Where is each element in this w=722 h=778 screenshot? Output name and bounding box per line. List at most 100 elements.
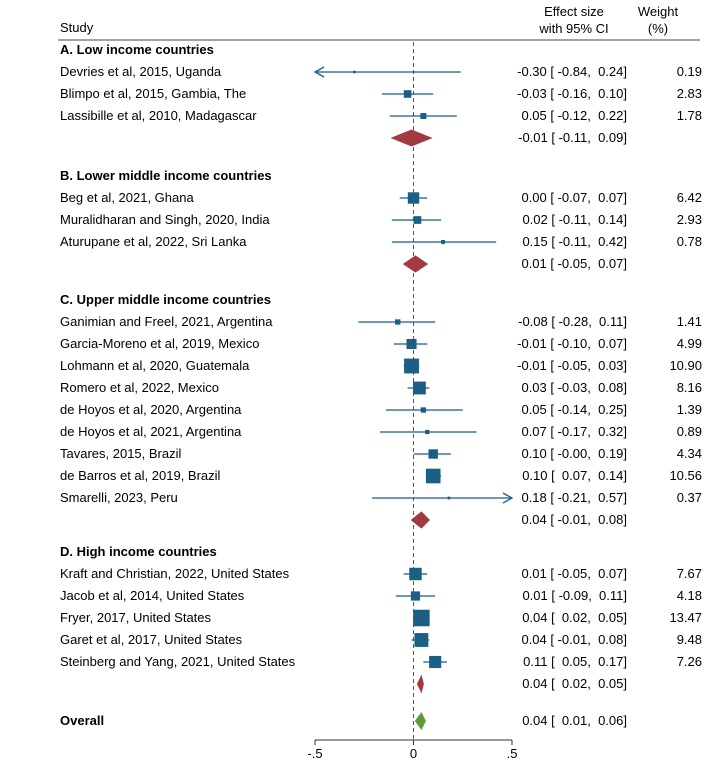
study-weight: 4.99 bbox=[677, 336, 702, 351]
study-name: Muralidharan and Singh, 2020, India bbox=[60, 212, 270, 227]
study-weight: 2.83 bbox=[677, 86, 702, 101]
study-effect-ci: 0.10 [ -0.00, 0.19] bbox=[521, 446, 627, 461]
study-effect-ci: 0.11 [ 0.05, 0.17] bbox=[523, 654, 627, 669]
study-weight: 8.16 bbox=[677, 380, 702, 395]
subgroup-pooled-ci: 0.04 [ -0.01, 0.08] bbox=[521, 512, 627, 527]
x-axis-tick-label: .5 bbox=[507, 746, 518, 761]
weight-header-line2: (%) bbox=[648, 21, 668, 36]
study-effect-marker bbox=[447, 496, 451, 500]
study-effect-ci: -0.08 [ -0.28, 0.11] bbox=[518, 314, 627, 329]
overall-pooled-ci: 0.04 [ 0.01, 0.06] bbox=[522, 713, 627, 728]
study-weight: 6.42 bbox=[677, 190, 702, 205]
group-label: D. High income countries bbox=[60, 544, 217, 559]
study-effect-marker bbox=[403, 90, 412, 98]
study-weight: 4.18 bbox=[677, 588, 702, 603]
study-name: Romero et al, 2022, Mexico bbox=[60, 380, 219, 395]
study-effect-marker bbox=[413, 216, 422, 224]
study-name: Devries et al, 2015, Uganda bbox=[60, 64, 222, 79]
study-weight: 1.78 bbox=[677, 108, 702, 123]
study-weight: 10.90 bbox=[669, 358, 702, 373]
study-effect-ci: 0.05 [ -0.14, 0.25] bbox=[521, 402, 627, 417]
study-name: de Hoyos et al, 2020, Argentina bbox=[60, 402, 242, 417]
study-ci-arrow-right bbox=[502, 492, 514, 504]
study-name: Aturupane et al, 2022, Sri Lanka bbox=[60, 234, 247, 249]
study-effect-marker bbox=[413, 609, 430, 627]
study-effect-ci: 0.04 [ -0.01, 0.08] bbox=[521, 632, 627, 647]
study-name: de Hoyos et al, 2021, Argentina bbox=[60, 424, 242, 439]
group-label: B. Lower middle income countries bbox=[60, 168, 272, 183]
study-effect-ci: 0.04 [ 0.02, 0.05] bbox=[522, 610, 627, 625]
study-effect-ci: -0.03 [ -0.16, 0.10] bbox=[517, 86, 627, 101]
overall-label: Overall bbox=[60, 713, 104, 728]
x-axis-tick-label: -.5 bbox=[307, 746, 322, 761]
study-weight: 0.78 bbox=[677, 234, 702, 249]
study-effect-ci: 0.05 [ -0.12, 0.22] bbox=[521, 108, 627, 123]
study-effect-marker bbox=[425, 468, 441, 484]
study-effect-marker bbox=[425, 429, 430, 435]
group-label: C. Upper middle income countries bbox=[60, 292, 271, 307]
study-effect-marker bbox=[420, 407, 427, 413]
study-name: Beg et al, 2021, Ghana bbox=[60, 190, 194, 205]
study-effect-ci: 0.01 [ -0.09, 0.11] bbox=[522, 588, 627, 603]
study-name: Lassibille et al, 2010, Madagascar bbox=[60, 108, 257, 123]
study-name: de Barros et al, 2019, Brazil bbox=[60, 468, 221, 483]
study-effect-ci: 0.03 [ -0.03, 0.08] bbox=[521, 380, 627, 395]
subgroup-pooled-ci: -0.01 [ -0.11, 0.09] bbox=[518, 130, 627, 145]
subgroup-pooled-diamond bbox=[410, 511, 430, 529]
study-effect-ci: 0.15 [ -0.11, 0.42] bbox=[522, 234, 627, 249]
study-weight: 9.48 bbox=[677, 632, 702, 647]
subgroup-pooled-ci: 0.04 [ 0.02, 0.05] bbox=[522, 676, 627, 691]
study-ci-arrow-left bbox=[313, 66, 325, 78]
study-name: Kraft and Christian, 2022, United States bbox=[60, 566, 290, 581]
study-weight: 4.34 bbox=[677, 446, 702, 461]
study-name: Tavares, 2015, Brazil bbox=[60, 446, 182, 461]
study-effect-ci: 0.07 [ -0.17, 0.32] bbox=[521, 424, 627, 439]
weight-header-line1: Weight bbox=[638, 4, 679, 19]
study-effect-marker bbox=[395, 319, 401, 325]
study-effect-ci: 0.02 [ -0.11, 0.14] bbox=[522, 212, 627, 227]
plot-header: Study Effect size with 95% CI Weight (%) bbox=[58, 4, 700, 41]
study-effect-marker bbox=[409, 567, 422, 581]
study-effect-ci: -0.01 [ -0.10, 0.07] bbox=[517, 336, 627, 351]
study-effect-marker bbox=[407, 192, 420, 204]
study-effect-marker bbox=[353, 70, 356, 74]
study-effect-marker bbox=[414, 633, 429, 647]
subgroup-pooled-diamond bbox=[402, 255, 429, 273]
study-effect-ci: 0.01 [ -0.05, 0.07] bbox=[521, 566, 627, 581]
study-effect-ci: -0.01 [ -0.05, 0.03] bbox=[517, 358, 627, 373]
forest-marks: A. Low income countries Devries et al, 20… bbox=[60, 42, 702, 740]
study-name: Steinberg and Yang, 2021, United States bbox=[60, 654, 296, 669]
study-weight: 7.26 bbox=[677, 654, 702, 669]
study-effect-ci: -0.30 [ -0.84, 0.24] bbox=[517, 64, 627, 79]
study-effect-marker bbox=[441, 240, 446, 244]
study-weight: 7.67 bbox=[677, 566, 702, 581]
study-weight: 13.47 bbox=[669, 610, 702, 625]
study-effect-marker bbox=[420, 112, 427, 120]
x-axis-tick-label: 0 bbox=[410, 746, 417, 761]
study-effect-marker bbox=[412, 381, 426, 395]
study-name: Garcia-Moreno et al, 2019, Mexico bbox=[60, 336, 259, 351]
study-column-header: Study bbox=[60, 20, 94, 35]
effect-size-header-line2: with 95% CI bbox=[538, 21, 608, 36]
study-name: Garet et al, 2017, United States bbox=[60, 632, 243, 647]
study-weight: 1.41 bbox=[677, 314, 702, 329]
study-name: Jacob et al, 2014, United States bbox=[60, 588, 245, 603]
study-effect-marker bbox=[406, 338, 417, 350]
subgroup-pooled-diamond bbox=[390, 129, 433, 147]
study-name: Smarelli, 2023, Peru bbox=[60, 490, 178, 505]
study-weight: 0.37 bbox=[677, 490, 702, 505]
study-effect-ci: 0.00 [ -0.07, 0.07] bbox=[521, 190, 627, 205]
study-weight: 0.19 bbox=[677, 64, 702, 79]
x-axis: -.5 0 .5 bbox=[307, 739, 518, 761]
study-name: Blimpo et al, 2015, Gambia, The bbox=[60, 86, 246, 101]
study-name: Ganimian and Freel, 2021, Argentina bbox=[60, 314, 273, 329]
subgroup-pooled-diamond bbox=[416, 674, 424, 694]
study-weight: 1.39 bbox=[677, 402, 702, 417]
overall-pooled-diamond bbox=[414, 712, 426, 730]
study-weight: 0.89 bbox=[677, 424, 702, 439]
study-name: Fryer, 2017, United States bbox=[60, 610, 212, 625]
study-name: Lohmann et al, 2020, Guatemala bbox=[60, 358, 250, 373]
study-effect-marker bbox=[429, 655, 442, 669]
study-effect-marker bbox=[428, 449, 438, 459]
